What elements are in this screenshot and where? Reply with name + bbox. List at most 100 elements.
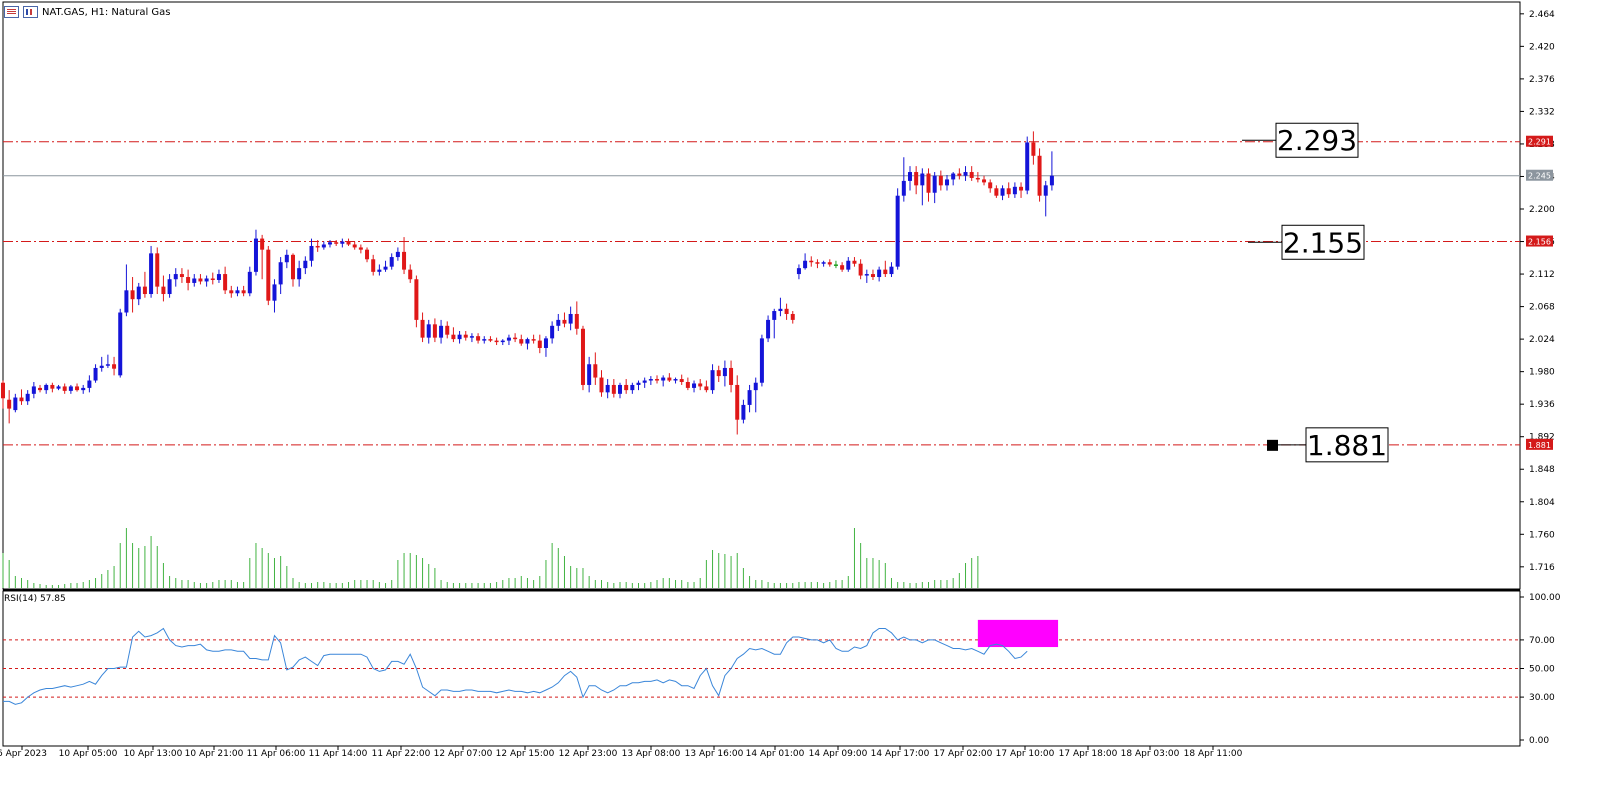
price-tick-label: 1.980	[1529, 368, 1555, 378]
symbol-title: NAT.GAS, H1: Natural Gas	[42, 6, 171, 18]
candle-body	[377, 269, 382, 272]
price-tick-label: 2.376	[1529, 75, 1555, 85]
candle-body	[648, 379, 653, 381]
candle-body	[19, 397, 24, 402]
candle-body	[790, 313, 795, 320]
candle-body	[1006, 188, 1011, 195]
candle-body	[142, 286, 147, 295]
candle-body	[118, 312, 123, 376]
candle-body	[167, 279, 172, 295]
price-tag-label: 2.156	[1528, 238, 1551, 247]
candle-body	[235, 290, 240, 294]
candle-body	[173, 274, 178, 280]
candle-body	[62, 386, 67, 391]
candle-body	[1037, 155, 1042, 196]
candle-body	[803, 260, 808, 269]
time-tick-label: 14 Apr 09:00	[809, 749, 868, 759]
candle-body	[574, 313, 579, 329]
candle-body	[982, 179, 987, 183]
candle-body	[796, 268, 801, 275]
candle-body	[679, 379, 684, 382]
time-tick-label: 11 Apr 14:00	[309, 749, 368, 759]
time-tick-label: 18 Apr 11:00	[1184, 749, 1243, 759]
candle-body	[365, 249, 370, 260]
price-tick-label: 2.420	[1529, 42, 1555, 52]
candle-body	[599, 377, 604, 393]
candle-body	[476, 336, 481, 341]
chart-menu-icon[interactable]	[4, 6, 19, 18]
candle-body	[284, 254, 289, 263]
candle-body	[704, 386, 709, 391]
candle-body	[772, 311, 777, 320]
candle-body	[988, 182, 993, 189]
candle-body	[439, 325, 444, 338]
candle-body	[920, 173, 925, 186]
candle-body	[395, 251, 400, 258]
candle-body	[328, 242, 333, 245]
annotation-box	[1281, 224, 1365, 260]
candle-body	[1, 382, 5, 399]
candle-body	[7, 399, 12, 409]
price-tag-label: 1.881	[1528, 441, 1551, 450]
candle-body	[525, 339, 530, 344]
rsi-tick-label: 100.00	[1529, 593, 1561, 603]
candle-body	[630, 384, 635, 391]
candle-body	[1049, 175, 1054, 186]
candle-body	[840, 265, 845, 270]
candle-body	[290, 254, 295, 280]
candle-body	[210, 278, 215, 280]
candle-body	[513, 337, 518, 340]
candle-body	[457, 334, 462, 340]
candle-body	[593, 364, 598, 378]
candle-body	[229, 290, 234, 294]
candle-body	[562, 319, 567, 324]
candle-body	[636, 382, 641, 385]
candle-body	[371, 259, 376, 272]
time-tick-label: 12 Apr 15:00	[496, 749, 555, 759]
candle-body	[223, 274, 228, 291]
time-tick-label: 18 Apr 03:00	[1121, 749, 1180, 759]
candle-body	[186, 277, 191, 283]
candle-body	[537, 340, 542, 348]
candle-body	[1025, 142, 1030, 191]
candle-body	[864, 274, 869, 276]
time-tick-label: 14 Apr 17:00	[871, 749, 930, 759]
candle-body	[136, 286, 141, 300]
price-tag	[1526, 135, 1553, 147]
candle-body	[815, 262, 820, 264]
price-tick-label: 2.068	[1529, 303, 1555, 313]
price-tick-label: 1.760	[1529, 530, 1555, 540]
candle-body	[667, 377, 672, 381]
candle-body	[25, 393, 30, 402]
candle-body	[716, 370, 721, 377]
candle-body	[149, 253, 154, 295]
candle-body	[722, 367, 727, 377]
candle-body	[741, 404, 746, 420]
candle-body	[56, 386, 61, 389]
candle-body	[685, 381, 690, 388]
rsi-tick-label: 70.00	[1529, 636, 1555, 646]
chart-type-icon[interactable]	[23, 6, 38, 18]
candle-body	[883, 269, 888, 275]
rsi-tick-label: 50.00	[1529, 665, 1555, 675]
candle-body	[31, 386, 36, 394]
candle-body	[445, 325, 450, 335]
candle-body	[821, 262, 826, 264]
price-tag-label: 2.245	[1528, 172, 1551, 181]
rsi-line	[3, 627, 1028, 705]
candle-body	[44, 384, 49, 391]
time-tick-label: 17 Apr 10:00	[996, 749, 1055, 759]
candle-body	[846, 260, 851, 270]
candle-body	[895, 195, 900, 267]
time-tick-label: 14 Apr 01:00	[746, 749, 805, 759]
candle-body	[488, 339, 493, 341]
candle-body	[420, 319, 425, 338]
candle-body	[661, 377, 666, 381]
price-tick-label: 1.716	[1529, 563, 1555, 573]
candle-body	[272, 284, 277, 301]
time-tick-label: 12 Apr 07:00	[434, 749, 493, 759]
candle-body	[901, 180, 906, 196]
time-tick-label: 13 Apr 08:00	[622, 749, 681, 759]
candle-body	[389, 257, 394, 267]
